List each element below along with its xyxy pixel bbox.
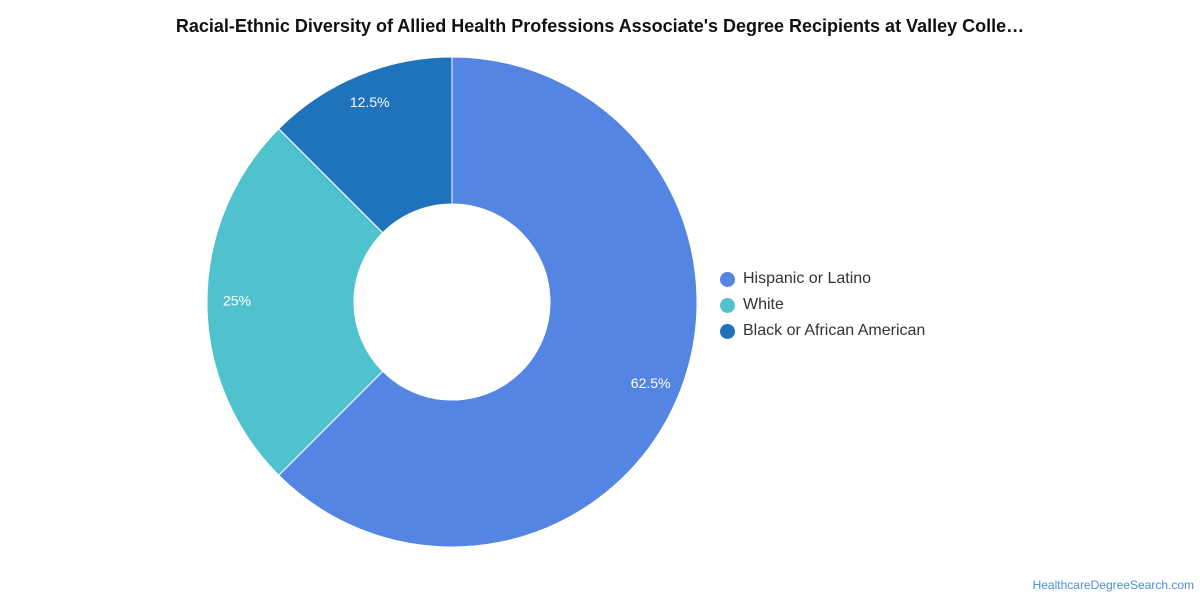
legend-item-0[interactable]: Hispanic or Latino xyxy=(720,266,925,292)
legend-swatch-0 xyxy=(720,271,735,287)
legend-item-2[interactable]: Black or African American xyxy=(720,318,925,344)
chart-legend: Hispanic or Latino White Black or African … xyxy=(720,266,925,344)
chart-title: Racial-Ethnic Diversity of Allied Health… xyxy=(175,16,1025,36)
donut-slice-2 xyxy=(278,56,453,234)
legend-label-1: White xyxy=(743,296,784,313)
donut-slices xyxy=(206,56,698,548)
legend-swatch-1 xyxy=(720,297,735,313)
donut-slice-labels: 62.5% 25% 12.5% xyxy=(223,94,671,391)
donut-slice-0 xyxy=(278,56,698,548)
slice-value-label-0: 62.5% xyxy=(631,375,671,391)
legend-label-2: Black or African American xyxy=(743,322,926,339)
donut-slice-1 xyxy=(206,128,384,476)
slice-value-label-1: 25% xyxy=(223,293,251,309)
source-credit-link[interactable]: HealthcareDegreeSearch.com xyxy=(1032,578,1194,592)
slice-value-label-2: 12.5% xyxy=(350,94,390,110)
legend-item-1[interactable]: White xyxy=(720,292,925,318)
legend-swatch-2 xyxy=(720,323,735,339)
legend-label-0: Hispanic or Latino xyxy=(743,270,872,287)
